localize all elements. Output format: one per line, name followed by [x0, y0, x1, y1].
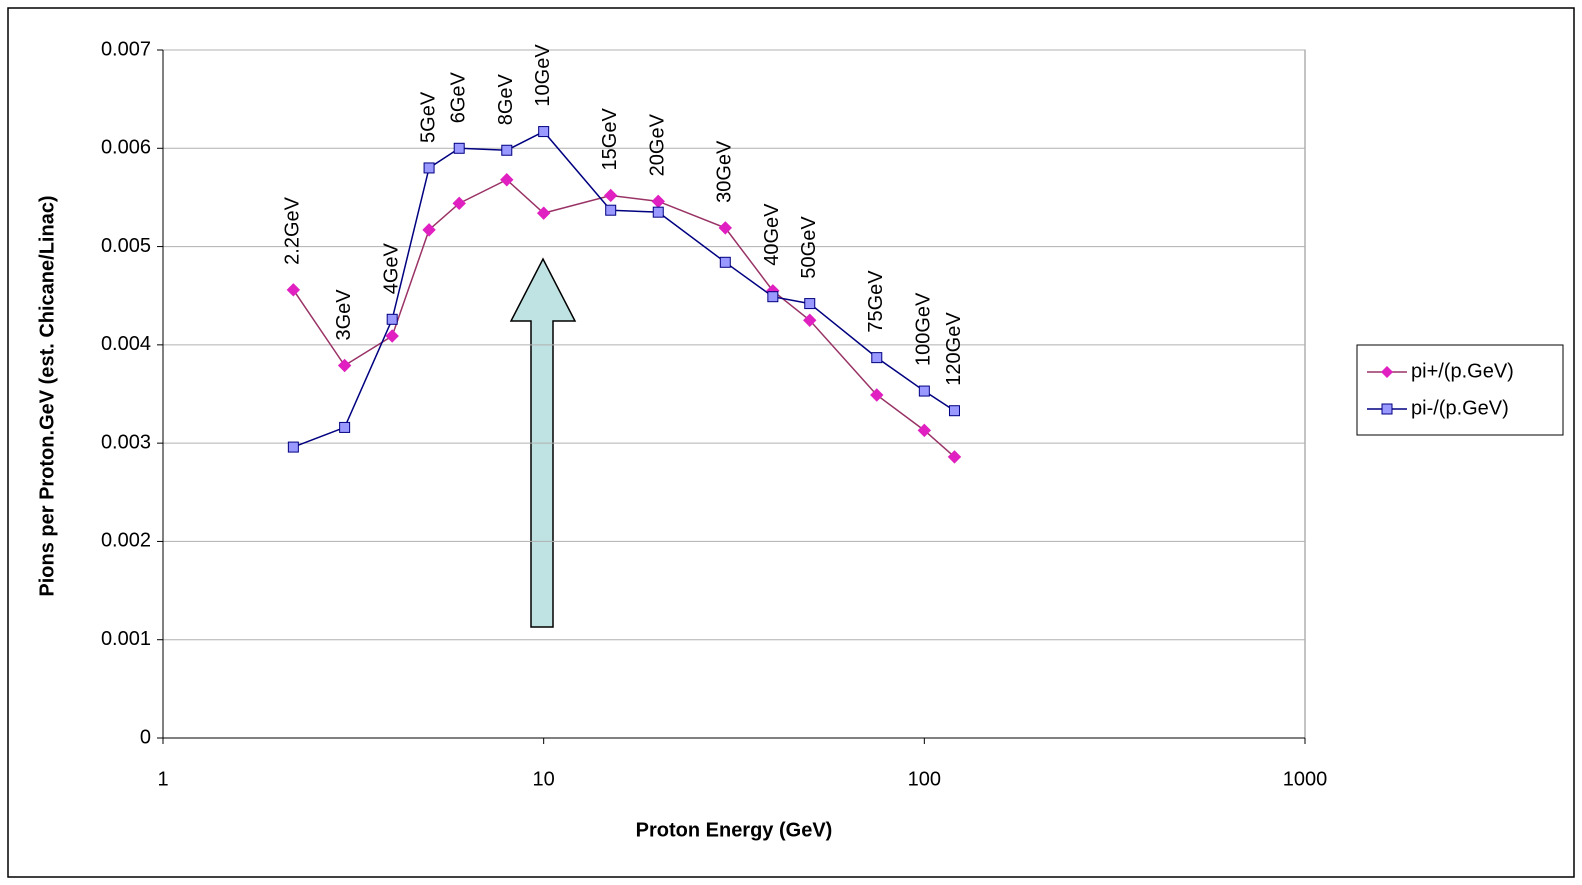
point	[538, 126, 550, 138]
point	[804, 298, 816, 310]
point	[803, 313, 817, 327]
point	[500, 173, 514, 187]
point	[917, 423, 932, 438]
point-annotation: 15GeV	[599, 108, 621, 171]
legend-label: pi-/(p.GeV)	[1411, 397, 1509, 419]
point-annotation: 2.2GeV	[282, 196, 304, 264]
point	[423, 162, 435, 174]
point	[871, 352, 883, 364]
point	[718, 221, 732, 235]
point	[452, 196, 466, 211]
point	[603, 188, 618, 203]
y-tick-label: 0.004	[101, 333, 151, 355]
point	[605, 204, 617, 216]
point-annotation: 8GeV	[495, 73, 517, 125]
legend-label: pi+/(p.GeV)	[1411, 360, 1514, 382]
point-annotation: 50GeV	[798, 216, 820, 279]
point	[767, 291, 779, 303]
point	[337, 358, 352, 373]
point	[870, 388, 884, 402]
point-annotation: 75GeV	[865, 270, 887, 333]
point-annotation: 5GeV	[417, 91, 439, 143]
y-tick-label: 0.005	[101, 235, 151, 257]
point-annotation: 40GeV	[761, 203, 783, 266]
legend-box	[1356, 344, 1564, 436]
point	[918, 385, 930, 397]
point	[386, 313, 398, 325]
y-axis-label: Pions per Proton.GeV (est. Chicane/Linac…	[36, 195, 58, 596]
y-tick-label: 0.002	[101, 530, 151, 552]
point	[453, 142, 465, 154]
point-annotation: 120GeV	[943, 312, 965, 386]
point-annotation: 4GeV	[380, 243, 402, 295]
x-tick-label: 100	[908, 768, 941, 790]
frame	[7, 7, 1575, 878]
point-annotation: 10GeV	[532, 44, 554, 107]
point-annotation: 6GeV	[447, 71, 469, 123]
y-tick-label: 0.007	[101, 38, 151, 60]
point	[948, 405, 960, 417]
y-tick-label: 0.001	[101, 628, 151, 650]
point	[385, 329, 399, 343]
y-tick-label: 0.003	[101, 431, 151, 453]
legend-marker	[1381, 403, 1393, 415]
y-tick-label: 0	[140, 726, 151, 748]
x-tick-label: 1	[157, 768, 168, 790]
point	[652, 206, 664, 218]
point	[947, 450, 962, 464]
point	[536, 206, 551, 220]
point	[339, 421, 351, 433]
point-annotation: 100GeV	[913, 292, 935, 366]
point-annotation: 30GeV	[714, 140, 736, 203]
point	[422, 223, 436, 237]
y-tick-label: 0.006	[101, 137, 151, 159]
point	[719, 256, 731, 268]
point	[287, 441, 299, 453]
x-tick-label: 1000	[1283, 768, 1328, 790]
point	[286, 283, 301, 297]
point-annotation: 20GeV	[647, 113, 669, 176]
point-annotation: 3GeV	[333, 289, 355, 341]
x-axis-label: Proton Energy (GeV)	[636, 819, 833, 841]
point	[501, 144, 513, 156]
x-tick-label: 10	[533, 768, 555, 790]
legend-marker	[1381, 366, 1393, 378]
